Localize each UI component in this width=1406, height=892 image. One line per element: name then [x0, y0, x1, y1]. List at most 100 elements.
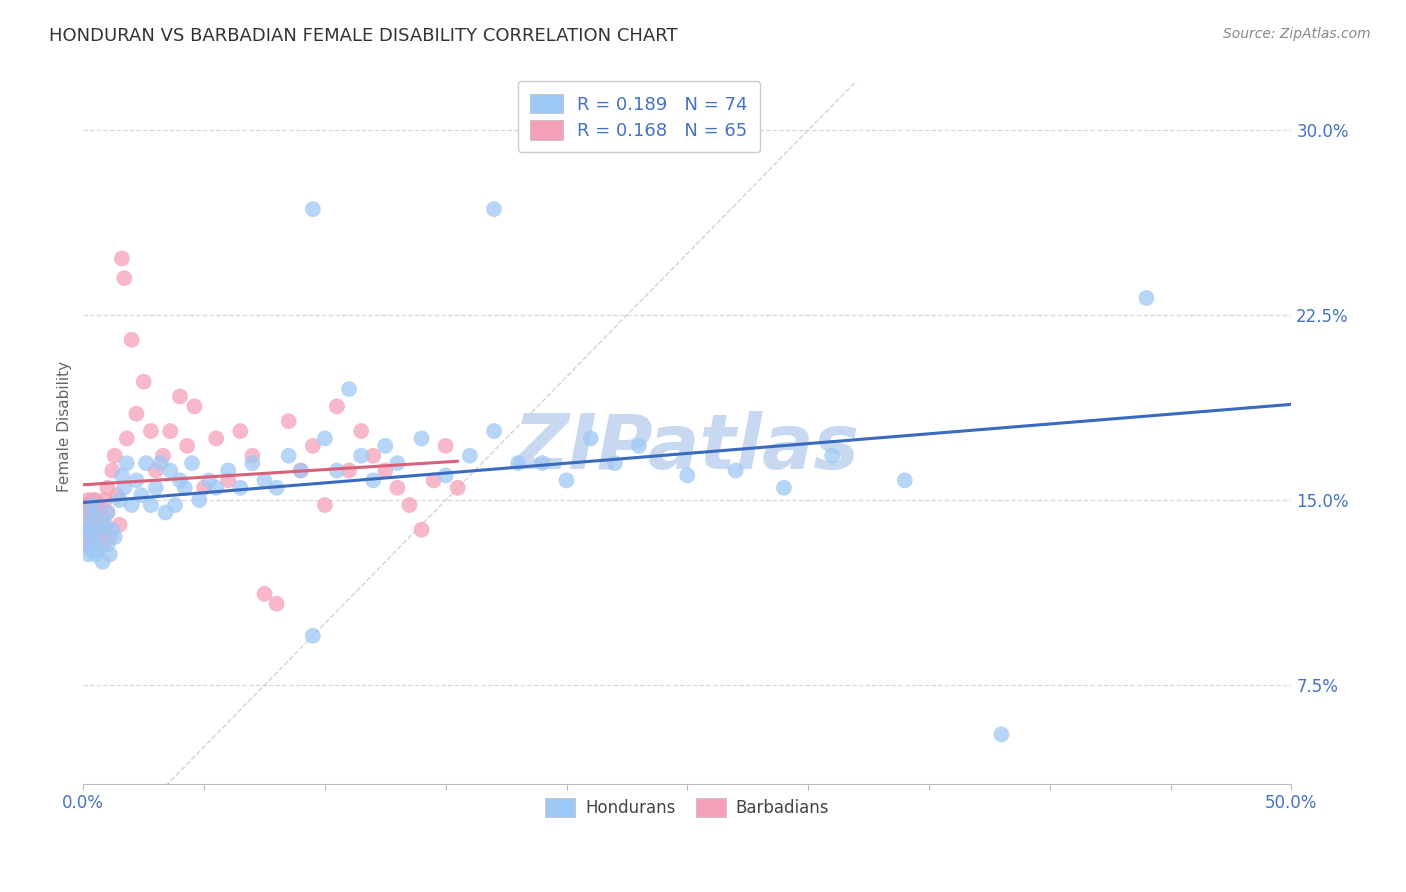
Point — [242, 456, 264, 470]
Point — [145, 463, 167, 477]
Point — [188, 493, 211, 508]
Point — [82, 508, 104, 522]
Point — [301, 202, 323, 216]
Point — [79, 542, 101, 557]
Point — [75, 517, 97, 532]
Text: HONDURAN VS BARBADIAN FEMALE DISABILITY CORRELATION CHART: HONDURAN VS BARBADIAN FEMALE DISABILITY … — [49, 27, 678, 45]
Point — [821, 449, 844, 463]
Point — [155, 505, 177, 519]
Point — [108, 493, 131, 508]
Point — [627, 439, 650, 453]
Point — [125, 407, 148, 421]
Point — [104, 449, 127, 463]
Point — [314, 432, 336, 446]
Point — [253, 587, 276, 601]
Point — [350, 449, 373, 463]
Point — [579, 432, 602, 446]
Point — [115, 432, 138, 446]
Point — [84, 493, 107, 508]
Point — [183, 400, 205, 414]
Point — [374, 439, 396, 453]
Point — [326, 463, 349, 477]
Point — [112, 481, 135, 495]
Point — [165, 498, 187, 512]
Point — [87, 542, 110, 557]
Point — [350, 424, 373, 438]
Point — [434, 439, 457, 453]
Point — [84, 547, 107, 561]
Point — [398, 498, 420, 512]
Point — [82, 493, 104, 508]
Point — [314, 498, 336, 512]
Point — [75, 530, 97, 544]
Point — [253, 474, 276, 488]
Point — [101, 463, 124, 477]
Point — [290, 463, 312, 477]
Text: Source: ZipAtlas.com: Source: ZipAtlas.com — [1223, 27, 1371, 41]
Point — [96, 505, 118, 519]
Point — [111, 468, 134, 483]
Point — [326, 400, 349, 414]
Point — [94, 493, 117, 508]
Point — [152, 449, 174, 463]
Point — [112, 271, 135, 285]
Point — [108, 517, 131, 532]
Point — [89, 505, 111, 519]
Point — [82, 523, 104, 537]
Point — [411, 432, 433, 446]
Point — [159, 424, 181, 438]
Point — [508, 456, 530, 470]
Point — [84, 513, 107, 527]
Point — [104, 530, 127, 544]
Point — [555, 474, 578, 488]
Point — [101, 523, 124, 537]
Point — [96, 481, 118, 495]
Point — [121, 498, 143, 512]
Point — [77, 537, 100, 551]
Point — [121, 333, 143, 347]
Point — [94, 523, 117, 537]
Point — [990, 727, 1012, 741]
Point — [229, 424, 252, 438]
Point — [458, 449, 481, 463]
Point — [198, 474, 221, 488]
Point — [125, 474, 148, 488]
Point — [82, 537, 104, 551]
Point — [129, 488, 152, 502]
Point — [82, 498, 104, 512]
Point — [111, 252, 134, 266]
Point — [301, 629, 323, 643]
Point — [893, 474, 915, 488]
Text: ZIPatlas: ZIPatlas — [515, 410, 860, 484]
Point — [447, 481, 470, 495]
Point — [242, 449, 264, 463]
Point — [361, 474, 384, 488]
Point — [229, 481, 252, 495]
Point — [724, 463, 747, 477]
Point — [411, 523, 433, 537]
Point — [79, 498, 101, 512]
Point — [75, 517, 97, 532]
Point — [91, 555, 114, 569]
Point — [87, 498, 110, 512]
Point — [91, 537, 114, 551]
Point — [773, 481, 796, 495]
Point — [94, 517, 117, 532]
Point — [374, 463, 396, 477]
Point — [361, 449, 384, 463]
Point — [266, 481, 288, 495]
Legend: Hondurans, Barbadians: Hondurans, Barbadians — [537, 790, 838, 825]
Point — [193, 481, 215, 495]
Point — [75, 498, 97, 512]
Point — [75, 523, 97, 537]
Point — [87, 517, 110, 532]
Point — [531, 456, 554, 470]
Point — [217, 463, 239, 477]
Point — [77, 547, 100, 561]
Point — [176, 439, 198, 453]
Point — [77, 493, 100, 508]
Point — [77, 513, 100, 527]
Point — [79, 505, 101, 519]
Point — [79, 505, 101, 519]
Point — [277, 449, 299, 463]
